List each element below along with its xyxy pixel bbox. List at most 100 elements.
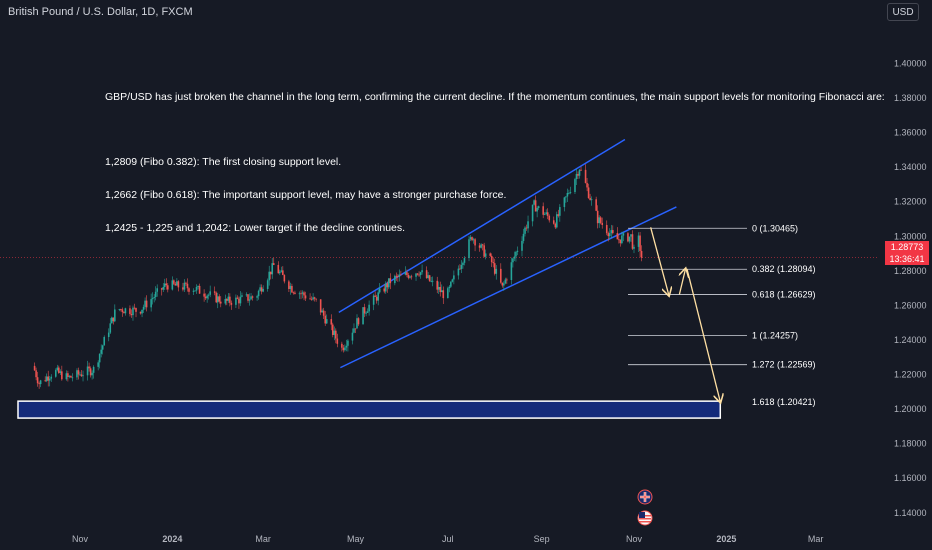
candle-body bbox=[277, 264, 280, 274]
candle-body bbox=[130, 313, 133, 316]
candle-body bbox=[292, 292, 295, 294]
y-tick-label: 1.32000 bbox=[894, 197, 927, 207]
candle-body bbox=[394, 275, 396, 284]
candle-body bbox=[204, 296, 207, 299]
candle-body bbox=[534, 200, 537, 212]
candle-body bbox=[612, 230, 614, 234]
candle-body bbox=[387, 278, 390, 288]
candle-body bbox=[312, 297, 314, 300]
fib-label-1.272: 1.272 (1.22569) bbox=[752, 360, 816, 370]
y-tick-label: 1.22000 bbox=[894, 370, 927, 380]
candle-body bbox=[123, 312, 125, 314]
candle-body bbox=[489, 253, 492, 256]
candle-body bbox=[616, 233, 619, 240]
candle-body bbox=[330, 319, 333, 325]
candle-body bbox=[362, 307, 364, 325]
candle-body bbox=[186, 283, 189, 289]
gb-flag-icon[interactable] bbox=[637, 489, 653, 505]
y-tick-label: 1.40000 bbox=[894, 59, 927, 69]
candle-body bbox=[154, 291, 157, 298]
candle-body bbox=[451, 279, 454, 282]
candle-body bbox=[468, 239, 470, 259]
candle-body bbox=[492, 262, 495, 264]
candle-body bbox=[462, 262, 464, 266]
candle-body bbox=[439, 286, 442, 293]
candle-body bbox=[584, 169, 587, 183]
candle-body bbox=[639, 235, 641, 251]
candle-body bbox=[566, 192, 569, 197]
candle-body bbox=[303, 292, 305, 296]
candle-body bbox=[474, 239, 476, 246]
forecast-arrow bbox=[679, 269, 685, 295]
candle-body bbox=[174, 283, 177, 286]
candle-body bbox=[195, 286, 198, 291]
candle-body bbox=[239, 296, 242, 304]
candle-body bbox=[219, 301, 222, 304]
candle-body bbox=[139, 311, 142, 314]
candle-body bbox=[245, 294, 248, 296]
candle-body bbox=[501, 282, 504, 286]
fib-label-0.618: 0.618 (1.26629) bbox=[752, 290, 816, 300]
candle-body bbox=[132, 307, 134, 316]
candle-body bbox=[110, 317, 113, 324]
candle-body bbox=[580, 169, 582, 171]
candle-body bbox=[294, 292, 296, 294]
candle-body bbox=[298, 293, 301, 295]
candle-body bbox=[198, 285, 201, 294]
candle-body bbox=[633, 246, 635, 249]
candle-body bbox=[481, 244, 484, 246]
candle-body bbox=[607, 233, 610, 237]
candle-body bbox=[478, 245, 481, 248]
candle-body bbox=[400, 274, 402, 276]
candle-body bbox=[141, 309, 143, 314]
y-tick-label: 1.20000 bbox=[894, 404, 927, 414]
candle-body bbox=[50, 376, 53, 379]
x-axis: Nov 2024 Mar May Jul Sep Nov 2025 Mar bbox=[72, 534, 823, 544]
candle-body bbox=[406, 272, 408, 276]
candle-body bbox=[366, 311, 369, 313]
candle-body bbox=[100, 349, 102, 354]
fib-label-1.618: 1.618 (1.20421) bbox=[752, 397, 816, 407]
candle-body bbox=[531, 204, 534, 222]
candle-body bbox=[262, 288, 264, 292]
candle-body bbox=[430, 280, 432, 282]
candle-body bbox=[510, 262, 513, 281]
candle-body bbox=[448, 286, 451, 289]
us-flag-icon[interactable] bbox=[637, 510, 653, 526]
candle-body bbox=[416, 273, 419, 275]
candle-body bbox=[177, 281, 180, 288]
candle-body bbox=[578, 169, 581, 176]
candle-body bbox=[515, 251, 517, 257]
candle-body bbox=[235, 297, 237, 305]
candle-body bbox=[372, 295, 375, 305]
candle-body bbox=[227, 296, 230, 301]
candle-body bbox=[525, 227, 528, 229]
candle-body bbox=[194, 290, 196, 292]
candle-body bbox=[342, 347, 345, 351]
candle-body bbox=[556, 214, 558, 228]
candle-body bbox=[351, 332, 354, 341]
candle-body bbox=[209, 291, 211, 295]
candle-body bbox=[521, 240, 523, 251]
candle-body bbox=[596, 210, 599, 224]
currency-button[interactable]: USD bbox=[887, 3, 919, 21]
candle-body bbox=[404, 272, 407, 275]
candle-body bbox=[38, 383, 40, 385]
candle-body bbox=[557, 214, 560, 216]
candle-body bbox=[291, 285, 293, 293]
candle-body bbox=[437, 286, 440, 290]
x-tick-label: 2025 bbox=[716, 534, 736, 544]
candle-body bbox=[129, 308, 131, 314]
fib-label-0: 0 (1.30465) bbox=[752, 223, 798, 233]
candle-body bbox=[398, 274, 401, 277]
candle-body bbox=[341, 343, 343, 348]
note-line-3: 1,2662 (Fibo 0.618): The important suppo… bbox=[105, 189, 507, 201]
candle-body bbox=[640, 250, 643, 258]
x-tick-label: Nov bbox=[72, 534, 89, 544]
candle-body bbox=[185, 282, 187, 284]
candle-body bbox=[453, 275, 455, 280]
candle-body bbox=[61, 371, 63, 380]
candle-body bbox=[605, 224, 608, 234]
candle-body bbox=[383, 288, 386, 292]
